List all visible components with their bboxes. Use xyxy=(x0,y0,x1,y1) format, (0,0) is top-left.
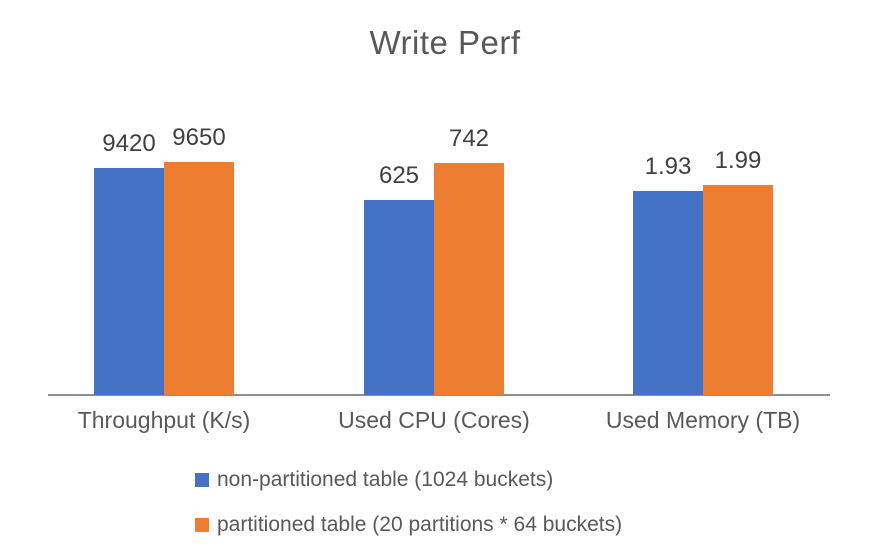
bar-series1-cat3 xyxy=(633,191,703,395)
data-label-series1-cat3: 1.93 xyxy=(644,153,692,181)
legend-item-partitioned: partitioned table (20 partitions * 64 bu… xyxy=(195,510,622,540)
legend: non-partitioned table (1024 buckets) par… xyxy=(195,465,622,554)
category-label-3: Used Memory (TB) xyxy=(605,407,801,433)
data-label-series2-cat2: 742 xyxy=(448,125,490,152)
legend-swatch-orange-icon xyxy=(195,518,209,532)
chart-title: Write Perf xyxy=(369,24,521,61)
data-label-series1-cat2: 625 xyxy=(378,161,420,189)
bar-series2-cat1 xyxy=(164,162,234,395)
x-axis-line xyxy=(48,394,830,396)
legend-label-non-partitioned: non-partitioned table (1024 buckets) xyxy=(217,468,554,491)
category-label-2: Used CPU (Cores) xyxy=(338,407,530,433)
bar-series2-cat2 xyxy=(434,163,504,395)
legend-label-partitioned: partitioned table (20 partitions * 64 bu… xyxy=(217,513,623,536)
bar-series1-cat2 xyxy=(364,199,434,395)
data-label-series2-cat3: 1.99 xyxy=(714,147,762,174)
legend-swatch-blue-icon xyxy=(195,473,209,487)
category-label-1: Throughput (K/s) xyxy=(77,407,251,433)
legend-item-non-partitioned: non-partitioned table (1024 buckets) xyxy=(195,465,622,495)
data-label-series2-cat1: 9650 xyxy=(172,124,226,151)
bar-series2-cat3 xyxy=(703,185,773,395)
data-label-series1-cat1: 9420 xyxy=(102,129,156,157)
bar-series1-cat1 xyxy=(94,167,164,395)
